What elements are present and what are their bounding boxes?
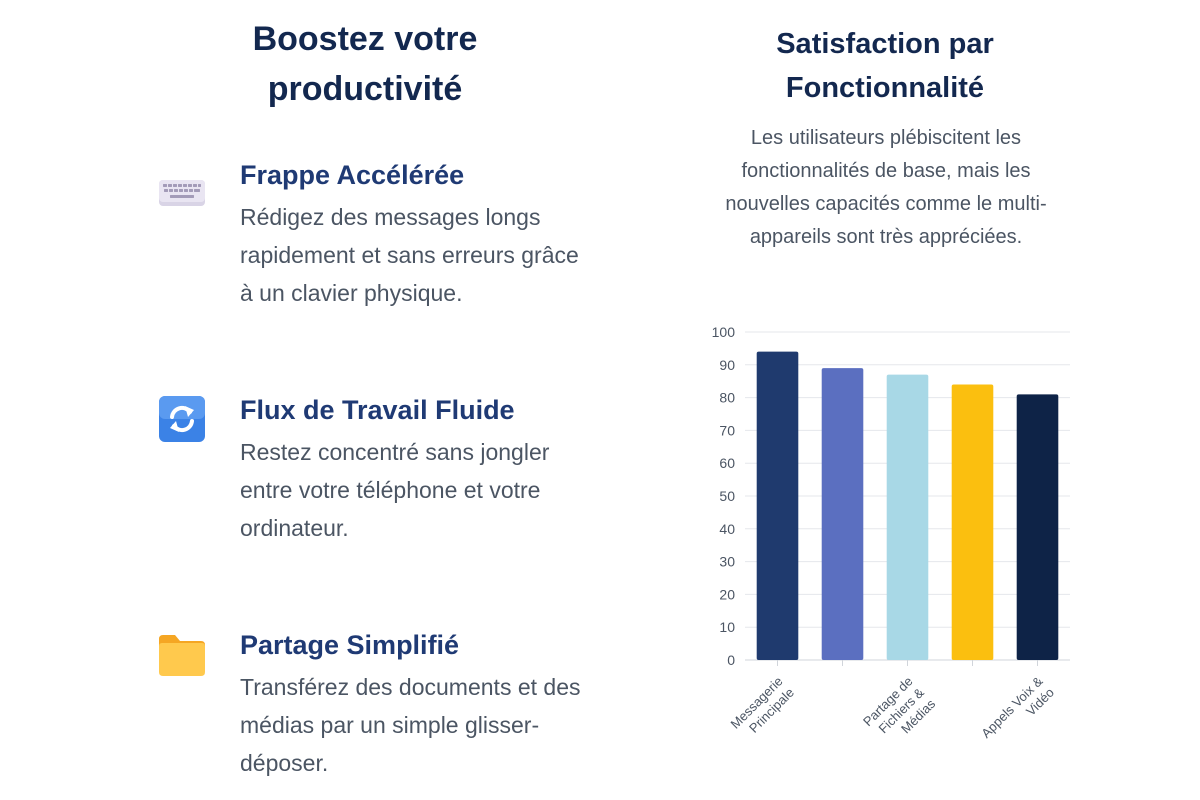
chart-title: Satisfaction par Fonctionnalité [776, 28, 994, 104]
bar-3 [886, 374, 929, 660]
x-tick-label: Appels Voix &Vidéo [978, 673, 1057, 752]
y-tick-label: 50 [719, 488, 735, 504]
sync-arrows-icon [159, 396, 205, 442]
bar-1 [756, 351, 799, 660]
y-tick-label: 0 [727, 652, 735, 668]
section-title: Boostez votre productivité [252, 20, 478, 108]
folder-icon [159, 635, 205, 676]
x-tick-label: Partage deFichiers &Médias [860, 673, 939, 752]
feature-title: Frappe Accélérée [240, 160, 465, 190]
features-section: Boostez votre productivité Frappe Accélé… [159, 20, 581, 776]
bar-4 [951, 384, 994, 660]
bar-5 [1016, 394, 1059, 660]
chart-subtitle: Les utilisateurs plébiscitent les foncti… [725, 127, 1047, 248]
feature-description: Transférez des documents et des médias p… [240, 674, 581, 776]
y-tick-label: 90 [719, 357, 735, 373]
feature-description: Restez concentré sans jongler entre votr… [240, 439, 550, 541]
feature-title: Partage Simplifié [240, 630, 460, 660]
y-tick-label: 20 [719, 586, 735, 602]
y-tick-label: 40 [719, 521, 735, 537]
y-tick-label: 10 [719, 619, 735, 635]
y-tick-label: 80 [719, 390, 735, 406]
bar-2 [821, 368, 864, 660]
satisfaction-bar-chart: 0 10 20 30 40 50 60 70 80 90 100 MessageriePrincipa… [712, 324, 1070, 752]
x-tick-label: MessageriePrincipale [727, 674, 796, 743]
keyboard-icon [159, 180, 205, 206]
y-tick-label: 70 [719, 422, 735, 438]
feature-title: Flux de Travail Fluide [240, 395, 515, 425]
y-tick-label: 60 [719, 455, 735, 471]
satisfaction-section: Satisfaction par Fonctionnalité Les util… [600, 0, 1200, 800]
feature-description: Rédigez des messages longs rapidement et… [240, 204, 579, 306]
y-tick-label: 100 [712, 324, 736, 340]
y-tick-label: 30 [719, 554, 735, 570]
